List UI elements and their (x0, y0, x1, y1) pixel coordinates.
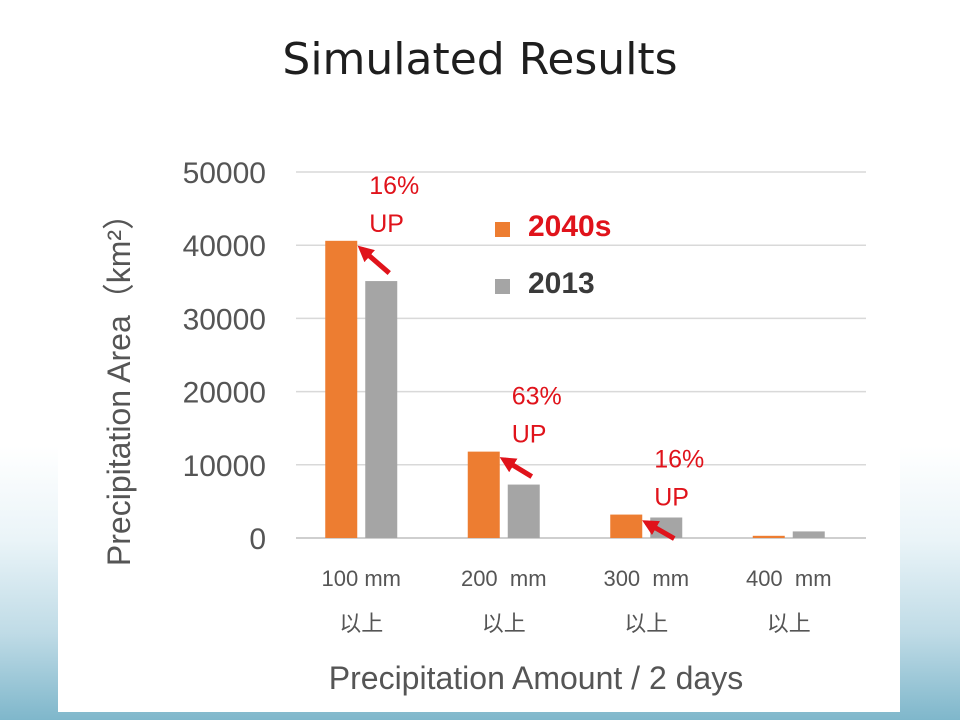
increase-arrow (357, 245, 391, 275)
x-axis-labels: 100 mm 以上 200 mm 以上 300 mm 以上 400 mm 以上 (322, 566, 832, 636)
increase-arrow (499, 457, 534, 479)
chart-panel: 0 10000 20000 30000 40000 50000 100 mm 以上 200 m… (58, 146, 900, 712)
x-tick-label: 400 mm (746, 566, 832, 591)
bar-2013 (507, 484, 540, 538)
bar-2013 (792, 531, 825, 538)
y-tick-label: 50000 (183, 157, 266, 190)
increase-percent: 16% (654, 446, 704, 474)
y-axis-ticks: 0 10000 20000 30000 40000 50000 (183, 157, 266, 556)
annotations: 16% UP 63% UP 16% UP (357, 172, 704, 541)
x-tick-label: 200 mm (461, 566, 547, 591)
bar-2040s (325, 240, 358, 539)
legend-label-2013: 2013 (528, 267, 595, 300)
bar-2040s (752, 535, 785, 538)
bar-2040s (467, 451, 500, 538)
increase-up: UP (512, 421, 547, 449)
y-tick-label: 40000 (183, 230, 266, 263)
y-tick-label: 30000 (183, 303, 266, 336)
y-tick-label: 20000 (183, 377, 266, 410)
increase-arrow (642, 520, 676, 541)
y-tick-label: 0 (249, 523, 266, 556)
x-tick-label: 300 mm (603, 566, 689, 591)
bar-2040s (610, 514, 643, 538)
increase-percent: 16% (369, 172, 419, 200)
slide-title: Simulated Results (282, 34, 678, 85)
increase-percent: 63% (512, 383, 562, 411)
legend: 2040s 2013 (495, 210, 611, 300)
legend-swatch-2040s (495, 222, 510, 237)
bars (325, 240, 825, 539)
x-tick-label: 100 mm (322, 566, 401, 591)
legend-label-2040s: 2040s (528, 210, 611, 243)
bar-chart: 0 10000 20000 30000 40000 50000 100 mm 以上 200 m… (101, 157, 866, 696)
x-tick-label: 以上 (339, 611, 383, 636)
y-tick-label: 10000 (183, 450, 266, 483)
x-tick-label: 以上 (482, 611, 526, 636)
x-tick-label: 以上 (624, 611, 668, 636)
increase-up: UP (654, 484, 689, 512)
x-tick-label: 以上 (767, 611, 811, 636)
increase-up: UP (369, 210, 404, 238)
legend-swatch-2013 (495, 279, 510, 294)
bar-2013 (365, 281, 398, 538)
x-axis-title: Precipitation Amount / 2 days (329, 660, 743, 696)
y-axis-title: Precipitation Area（km²） (101, 198, 137, 566)
